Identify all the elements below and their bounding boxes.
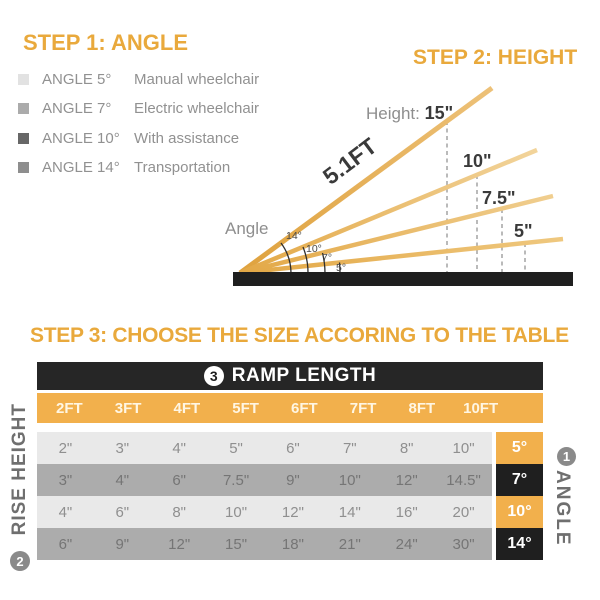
angle-7-swatch [18,102,29,114]
cell: 18" [281,535,304,553]
cell: 10" [452,439,475,457]
table-row: 3" 4" 6" 7.5" 9" 10" 12" 14.5" 7° [37,464,543,496]
height-prefix: Height: [366,104,420,123]
angle-arc-14 [280,242,292,274]
cell: 20" [452,503,475,521]
table-row: 6" 9" 12" 15" 18" 21" 24" 30" 14° [37,528,543,560]
angle-14-swatch [18,161,29,173]
cell: 7.5" [222,471,250,489]
table-row: 2" 3" 4" 5" 6" 7" 8" 10" 5° [37,432,543,464]
cell: 14" [338,503,361,521]
cell: 2" [58,439,73,457]
ramp-line-10deg [239,147,538,276]
angle-5-swatch [18,73,29,85]
legend-item-14deg: ANGLE 14° Transportation [18,158,230,176]
height-value-5: 5" [514,221,533,241]
angle-10-swatch [18,132,29,144]
size-table: 3 RAMP LENGTH 2FT 3FT 4FT 5FT 6FT 7FT 8F… [37,362,543,560]
table-header-bar: 3 RAMP LENGTH [37,362,543,390]
legend-desc: Electric wheelchair [134,99,260,117]
cell: 12" [168,535,191,553]
ramp-line-7deg [239,193,554,276]
step1-title: STEP 1: ANGLE [23,30,189,55]
angle-cell-10: 10° [496,496,543,528]
angle-axis-label: ANGLE [552,470,573,547]
ramp-diagram [233,85,573,286]
cell: 6" [286,439,300,457]
table-row: 4" 6" 8" 10" 12" 14" 16" 20" 10° [37,496,543,528]
cell: 4" [115,471,130,489]
ramp-line-14deg [238,85,494,276]
cell: 8" [172,503,187,521]
legend-desc: Transportation [134,158,231,176]
legend-item-5deg: ANGLE 5° Manual wheelchair [18,70,259,88]
height-value-10: 10" [463,151,492,171]
step3-title: STEP 3: CHOOSE THE SIZE ACCORING TO THE … [30,324,569,347]
height-value-7-5: 7.5" [482,188,516,208]
step2-title: STEP 2: HEIGHT [413,46,578,69]
col-header: 2FT [56,399,83,417]
rise-height-axis-label: RISE HEIGHT [9,403,30,536]
angle-cell-14: 14° [496,528,543,560]
cell: 3" [115,439,130,457]
col-header: 6FT [291,399,318,417]
cell: 7" [342,439,357,457]
legend-label: ANGLE 5° [42,70,112,88]
arc-label-7: 7° [322,252,333,264]
cell: 6" [172,471,187,489]
ground-bar [233,272,573,286]
angle-caption: Angle [225,219,269,238]
cell: 24" [395,535,418,553]
cell: 9" [286,471,300,489]
legend-label: ANGLE 7° [42,99,112,117]
angle-cell-7: 7° [496,464,543,496]
col-header: 7FT [349,399,377,417]
cell: 15" [225,535,248,553]
ramp-line-5deg [239,236,564,276]
badge-2-icon: 2 [10,551,30,571]
cell: 6" [58,535,73,553]
legend-label: ANGLE 14° [42,158,120,176]
angle-cell-5: 5° [496,432,543,464]
legend-item-7deg: ANGLE 7° Electric wheelchair [18,99,259,117]
legend-label: ANGLE 10° [42,129,120,147]
legend-item-10deg: ANGLE 10° With assistance [18,129,239,147]
cell: 9" [115,535,130,553]
badge-1-icon: 1 [557,447,576,466]
cell: 10" [225,503,248,521]
badge-3-icon: 3 [203,366,224,386]
arc-label-10: 10° [306,243,322,255]
legend-desc: With assistance [134,129,240,147]
col-header: 5FT [232,399,259,417]
col-header: 3FT [114,399,142,417]
table-header-label: RAMP LENGTH [231,365,377,386]
cell: 12" [281,503,304,521]
cell: 14.5" [446,471,481,489]
cell: 30" [452,535,475,553]
cell: 6" [115,503,130,521]
cell: 3" [58,471,73,489]
cell: 16" [395,503,418,521]
height-annotation: Height: 15" [366,103,453,124]
col-header: 10FT [463,399,499,417]
legend-desc: Manual wheelchair [134,70,260,88]
cell: 21" [338,535,361,553]
cell: 5" [229,439,243,457]
cell: 4" [172,439,187,457]
column-header-row: 2FT 3FT 4FT 5FT 6FT 7FT 8FT 10FT [37,393,543,423]
col-header: 8FT [408,399,436,417]
arc-label-14: 14° [286,230,302,242]
cell: 4" [58,503,73,521]
cell: 8" [399,439,414,457]
cell: 10" [338,471,361,489]
col-header: 4FT [173,399,201,417]
height-value-15: 15" [424,103,454,123]
cell: 12" [395,471,418,489]
arc-label-5: 5° [336,262,347,274]
